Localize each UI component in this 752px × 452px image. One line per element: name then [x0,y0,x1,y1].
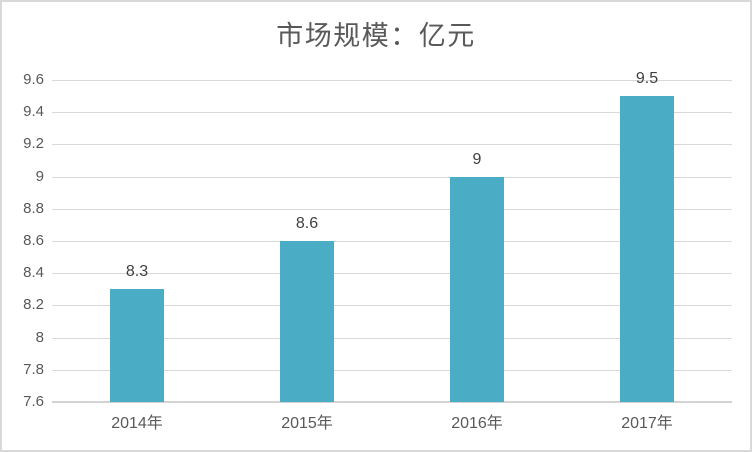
gridline-9.4 [52,112,732,114]
data-label-2014年: 8.3 [125,263,149,281]
bar-2015年 [280,241,334,402]
data-label-2016年: 9 [472,150,482,168]
x-axis-label-2016年: 2016年 [451,415,503,432]
x-axis-label-2015年: 2015年 [281,415,333,432]
y-axis-label-9.6: 9.6 [23,71,44,88]
y-axis-label-8: 8 [35,328,44,346]
gridline-8.6 [52,241,732,242]
y-axis-label-8.2: 8.2 [23,296,44,314]
chart-title: 市场规模：亿元 [276,21,476,51]
bar-2016年 [450,176,504,402]
gridline-9.6 [52,80,732,81]
y-axis-label-8.4: 8.4 [23,264,44,282]
gridline-7.6 [52,401,732,403]
y-axis-label-7.6: 7.6 [23,393,44,410]
gridline-9.2 [52,144,732,146]
bar-2017年 [620,96,674,402]
y-axis-label-7.8: 7.8 [23,360,44,378]
gridline-9 [52,176,732,178]
y-axis-label-9: 9 [35,167,44,185]
gridline-8.8 [52,208,732,210]
gridline-8 [52,337,732,339]
gridline-8.2 [52,305,732,307]
x-axis-label-2014年: 2014年 [111,415,163,432]
y-axis-label-9.2: 9.2 [23,135,44,153]
data-label-2017年: 9.5 [635,70,659,88]
gridline-8.4 [52,273,732,275]
bar-2014年 [110,289,164,402]
gridline-7.8 [52,369,732,371]
x-axis-label-2017年: 2017年 [621,415,673,432]
y-axis-label-9.4: 9.4 [23,103,44,121]
data-label-2015年: 8.6 [295,215,319,232]
y-axis-label-8.6: 8.6 [23,232,44,249]
y-axis-label-8.8: 8.8 [23,199,44,217]
